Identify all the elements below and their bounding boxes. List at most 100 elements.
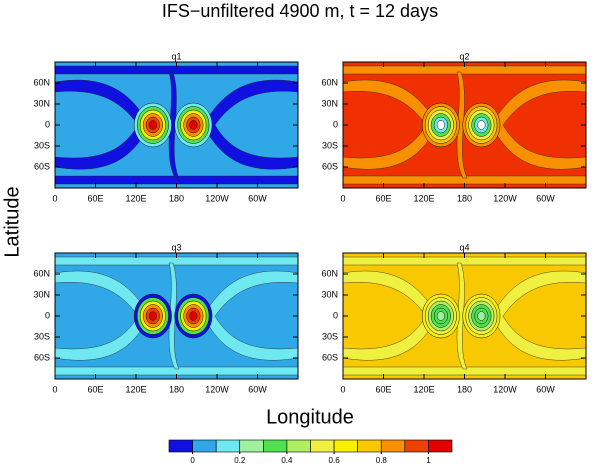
x-tick-label: 60W [536,384,555,394]
y-tick-label: 60S [322,161,338,171]
colorbar-label: 0.2 [234,456,246,465]
y-tick-label: 60S [34,352,50,362]
y-tick-label: 30N [321,289,338,299]
colorbar-box [286,439,311,453]
x-tick-label: 120W [493,384,517,394]
y-tick-label: 60N [321,77,338,87]
contour-band [168,71,180,179]
panel [343,253,586,379]
vortex-contour [189,120,198,130]
x-tick-label: 60E [87,193,103,203]
x-tick-label: 60W [536,193,555,203]
y-tick-label: 0 [45,119,50,129]
x-tick-label: 0 [52,384,57,394]
x-tick-label: 60W [248,384,267,394]
y-axis-label: Latitude [1,186,23,257]
colorbar-box [215,439,241,453]
x-tick-label: 0 [340,193,345,203]
figure-title: IFS−unfiltered 4900 m, t = 12 days [162,1,438,21]
y-tick-label: 30S [322,140,338,150]
contour-band [343,270,439,361]
y-tick-label: 60N [321,268,338,278]
colorbar-label: 0.6 [329,456,341,465]
x-tick-label: 180 [169,193,184,203]
x-tick-label: 120W [205,193,229,203]
y-tick-label: 60N [33,77,50,87]
contour-band [456,71,468,179]
x-tick-label: 0 [52,193,57,203]
x-tick-label: 60E [375,193,391,203]
contour-band [55,366,298,376]
panel-title: q1 [171,51,181,61]
contour-band [55,270,151,361]
y-tick-label: 30N [33,98,50,108]
contour-band [55,65,298,75]
contour-band [343,79,439,170]
x-tick-label: 120E [413,384,434,394]
y-tick-label: 60S [322,352,338,362]
x-tick-label: 0 [340,384,345,394]
x-axis-label: Longitude [266,406,354,428]
contour-band [55,79,151,170]
x-tick-label: 60E [87,384,103,394]
y-tick-label: 30N [321,98,338,108]
x-tick-label: 60E [375,384,391,394]
colorbar-box [333,439,358,453]
contour-band [55,256,298,266]
x-tick-label: 120W [205,384,229,394]
x-tick-label: 120E [125,193,146,203]
vortex-contour [189,311,198,321]
y-tick-label: 0 [45,310,50,320]
colorbar-box [357,439,382,453]
x-tick-label: 180 [457,193,472,203]
contour-band [55,175,298,185]
colorbar-label: 0.8 [376,456,388,465]
vortex-contour [148,311,157,321]
y-tick-label: 30N [33,289,50,299]
colorbar-label: 1 [426,456,431,465]
contour-band [490,270,586,361]
vortex-contour [148,120,157,130]
vortex-contour [477,120,486,130]
x-tick-label: 180 [169,384,184,394]
vortex-contour [477,311,486,321]
contour-band [202,79,298,170]
contour-band [490,79,586,170]
x-tick-label: 120E [125,384,146,394]
y-tick-label: 0 [333,119,338,129]
colorbar-box [168,439,193,453]
panel-title: q2 [459,51,469,61]
colorbar-box [239,439,264,453]
x-tick-label: 120E [413,193,434,203]
y-tick-label: 30S [34,140,50,150]
vortex-contour [436,311,445,321]
colorbar-box [380,439,406,453]
colorbar-box [192,439,217,453]
y-tick-label: 30S [34,331,50,341]
panel-title: q4 [459,242,469,252]
x-tick-label: 60W [248,193,267,203]
panel [343,62,586,188]
panel [55,62,298,188]
colorbar-box [404,439,429,453]
y-tick-label: 60S [34,161,50,171]
panel-title: q3 [171,242,181,252]
contour-band [168,262,180,370]
x-tick-label: 120W [493,193,517,203]
colorbar-label: 0 [190,456,195,465]
contour-band [202,270,298,361]
y-tick-label: 30S [322,331,338,341]
contour-band [343,366,586,376]
colorbar-box [310,439,335,453]
colorbar-box [428,439,453,453]
x-tick-label: 180 [457,384,472,394]
y-tick-label: 60N [33,268,50,278]
colorbar-label: 0.4 [281,456,293,465]
contour-band [343,65,586,75]
contour-band [456,262,468,370]
contour-band [343,175,586,185]
y-tick-label: 0 [333,310,338,320]
vortex-contour [436,120,445,130]
colorbar-box [263,439,288,453]
